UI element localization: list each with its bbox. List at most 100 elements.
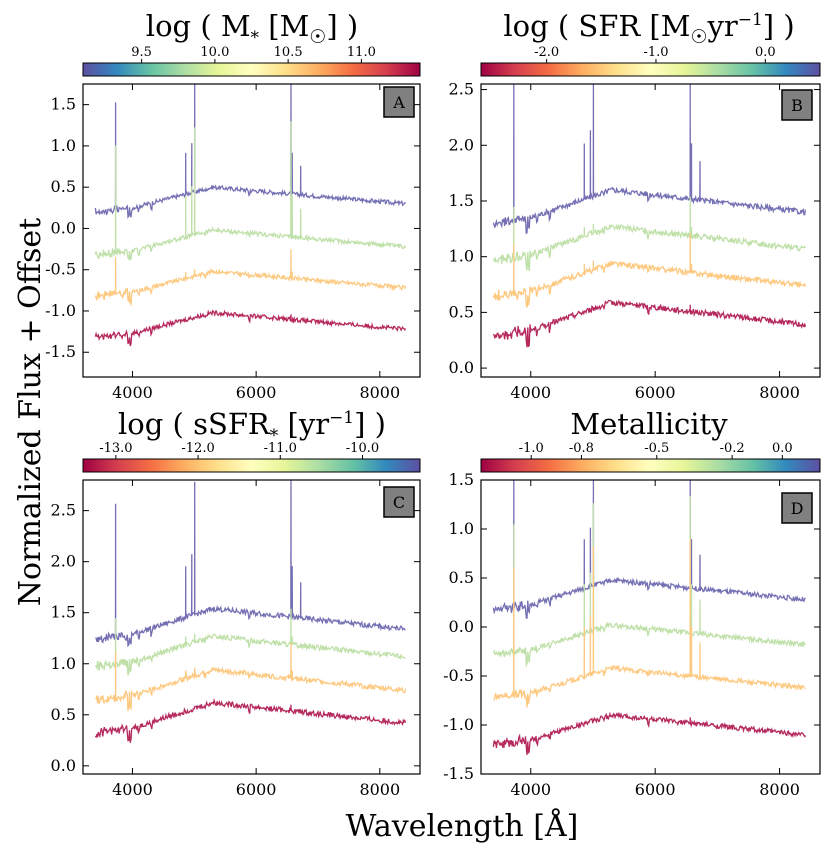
panel-a-colorbar-ticks: 9.5 10.0 10.5 11.0 — [131, 45, 376, 63]
y-tick-label: 1.5 — [449, 191, 474, 210]
spectrum-line — [94, 249, 407, 307]
spectrum-line — [492, 233, 807, 308]
y-tick-label: 1.0 — [51, 136, 76, 155]
panel-d-title: Metallicity — [570, 407, 728, 441]
x-tick-label: 6000 — [236, 780, 277, 799]
spectrum-line — [492, 479, 806, 619]
y-axis-label: Normalized Flux + Offset — [13, 218, 48, 606]
x-tick-label: 8000 — [359, 780, 400, 799]
spectrum-line — [94, 698, 407, 743]
panel-d-label-box — [781, 492, 813, 524]
y-tick-label: 1.5 — [51, 95, 76, 114]
panel-c-axes: 4000 6000 8000 2.5 2.0 1.5 1.0 0.5 0.0 — [51, 480, 420, 799]
spectrum-line — [492, 495, 806, 668]
y-tick-label: 1.0 — [449, 519, 474, 538]
panel-d-spectra — [492, 479, 806, 755]
colorbar-tick-label: 11.0 — [347, 45, 376, 60]
x-tick-label: 4000 — [112, 383, 153, 402]
spectrum-line — [95, 479, 406, 648]
panel-b-title: log ( SFR [M☉yr−1] ) — [503, 9, 794, 48]
y-tick-label: -0.5 — [443, 666, 474, 685]
panel-a-label-box — [383, 86, 415, 118]
panel-a-axes: 4000 6000 8000 1.5 1.0 0.5 0.0 -0.5 -1.0 -1.5 — [45, 84, 420, 402]
panel-a-colorbar — [82, 62, 421, 77]
y-tick-label: 1.0 — [449, 247, 474, 266]
x-tick-label: 6000 — [236, 383, 277, 402]
colorbar-tick-label: -0.2 — [720, 441, 745, 456]
spectrum-line — [94, 309, 407, 347]
x-axis-label: Wavelength [Å] — [346, 808, 579, 844]
y-tick-label: 1.5 — [51, 603, 76, 622]
panel-c-label: C — [393, 493, 405, 512]
y-tick-label: 0.5 — [51, 177, 76, 196]
panel-d-axes: 4000 6000 8000 1.5 1.0 0.5 0.0 -0.5 -1.0 -1.5 — [443, 470, 820, 799]
panel-b-spectra — [492, 83, 807, 348]
y-tick-label: 2.0 — [51, 552, 76, 571]
colorbar-tick-label: -13.0 — [99, 441, 132, 456]
y-tick-label: 1.0 — [51, 654, 76, 673]
y-tick-label: -1.5 — [443, 764, 474, 783]
x-tick-label: 6000 — [635, 383, 676, 402]
panel-a-title: log ( M* [M☉] ) — [146, 9, 358, 48]
panel-b-colorbar — [480, 62, 821, 77]
y-tick-label: 0.0 — [449, 617, 474, 636]
y-tick-label: 1.5 — [449, 470, 474, 489]
x-tick-label: 4000 — [510, 780, 551, 799]
panel-c-spectra — [94, 479, 407, 743]
panel-c: log ( sSFR* [yr−1] ) -13.0 -12.0 -11.0 -10.… — [51, 407, 421, 799]
panel-a-spectra — [94, 83, 407, 347]
y-tick-label: 0.0 — [449, 358, 474, 377]
panel-b-axes: 4000 6000 8000 2.5 2.0 1.5 1.0 0.5 0.0 — [449, 80, 820, 402]
y-tick-label: 0.0 — [51, 218, 76, 237]
colorbar-tick-label: -10.0 — [346, 441, 379, 456]
x-tick-label: 8000 — [759, 383, 800, 402]
y-tick-label: 0.5 — [449, 302, 474, 321]
spectrum-line — [94, 83, 406, 219]
panel-c-frame — [82, 479, 421, 775]
colorbar-tick-label: -2.0 — [534, 45, 559, 60]
panel-b-label: B — [791, 96, 803, 115]
x-tick-label: 6000 — [635, 780, 676, 799]
spectrum-line — [492, 196, 806, 272]
spectrum-line — [95, 642, 407, 712]
colorbar-tick-label: 10.0 — [200, 45, 229, 60]
colorbar-tick-label: 0.0 — [755, 45, 776, 60]
panel-d-colorbar — [480, 458, 821, 473]
x-tick-label: 4000 — [112, 780, 153, 799]
colorbar-tick-label: 0.0 — [772, 441, 793, 456]
panel-d-colorbar-ticks: -1.0 -0.8 -0.5 -0.2 0.0 — [519, 441, 793, 459]
y-tick-label: -1.0 — [443, 715, 474, 734]
panel-c-colorbar-ticks: -13.0 -12.0 -11.0 -10.0 — [99, 441, 379, 459]
colorbar-tick-label: 9.5 — [131, 45, 152, 60]
panel-a: log ( M* [M☉] ) 9.5 10.0 10.5 11.0 4000 6000… — [45, 9, 421, 402]
panel-d-label: D — [791, 499, 804, 518]
colorbar-tick-label: -11.0 — [264, 441, 297, 456]
panel-b-colorbar-ticks: -2.0 -1.0 0.0 — [534, 45, 776, 63]
y-tick-label: 0.0 — [51, 756, 76, 775]
spectrum-line — [492, 711, 806, 755]
spectrum-line — [492, 83, 807, 234]
spectrum-line — [94, 608, 406, 676]
y-tick-label: 0.5 — [51, 705, 76, 724]
y-tick-label: -1.0 — [45, 301, 76, 320]
colorbar-tick-label: 10.5 — [274, 45, 303, 60]
panel-c-colorbar — [82, 458, 421, 473]
colorbar-tick-label: -0.5 — [644, 441, 669, 456]
x-tick-label: 8000 — [359, 383, 400, 402]
colorbar-tick-label: -0.8 — [569, 441, 594, 456]
panel-c-title: log ( sSFR* [yr−1] ) — [118, 407, 386, 446]
spectrum-line — [492, 299, 807, 348]
panel-b-label-box — [781, 89, 813, 121]
y-tick-label: -1.5 — [45, 342, 76, 361]
y-tick-label: 0.5 — [449, 568, 474, 587]
panel-d: Metallicity -1.0 -0.8 -0.5 -0.2 0.0 4000 6000… — [443, 407, 821, 799]
colorbar-tick-label: -1.0 — [643, 45, 668, 60]
panel-b-frame — [480, 83, 821, 378]
panel-b: log ( SFR [M☉yr−1] ) -2.0 -1.0 0.0 4000 600… — [449, 9, 821, 402]
y-tick-label: -0.5 — [45, 260, 76, 279]
panel-a-label: A — [392, 93, 405, 112]
panel-a-frame — [82, 83, 421, 378]
y-tick-label: 2.0 — [449, 135, 474, 154]
y-tick-label: 2.5 — [449, 80, 474, 99]
